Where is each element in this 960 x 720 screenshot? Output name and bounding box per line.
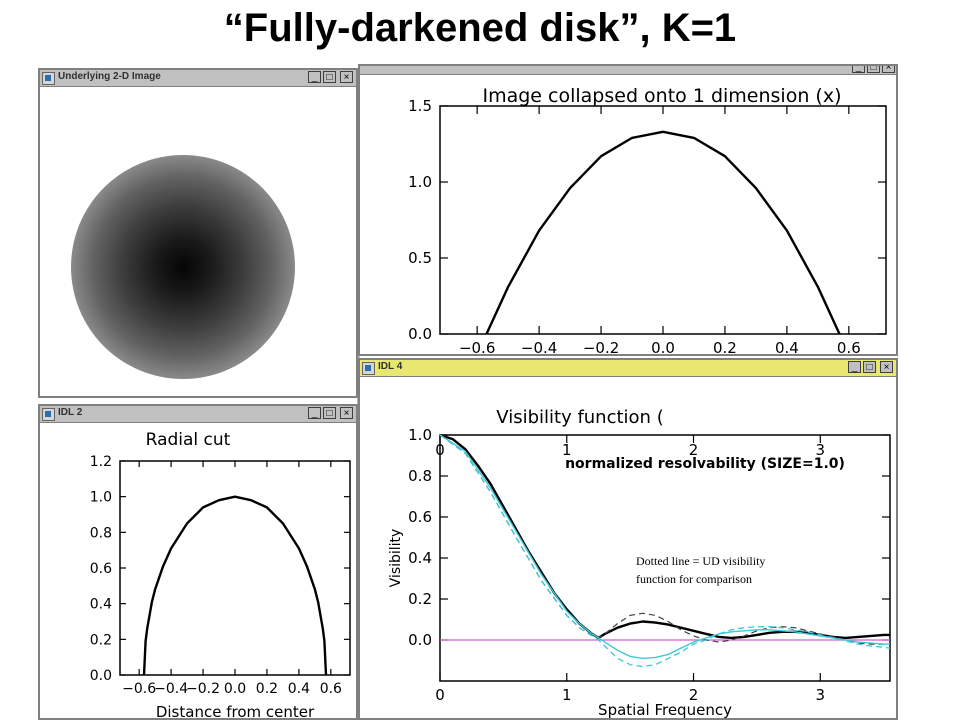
annotation-line-1: Dotted line = UD visibility <box>636 554 766 568</box>
x-axis-label: Spatial Frequency <box>598 701 732 719</box>
y-tick-label: 0.0 <box>408 325 432 343</box>
minimize-button[interactable]: _ <box>308 71 321 83</box>
collapsed-profile-chart: Image collapsed onto 1 dimension (x) −0.6… <box>408 85 887 354</box>
window-underlying-image[interactable]: Underlying 2-D Image _ □ × <box>38 68 358 398</box>
x-tick-label: −0.2 <box>186 681 220 697</box>
y-tick-label: 1.0 <box>90 490 112 506</box>
minimize-button[interactable]: _ <box>308 407 321 419</box>
y-tick-label: 0.0 <box>90 668 112 684</box>
y-tick-label: 0.6 <box>90 561 112 577</box>
minimize-button[interactable]: _ <box>852 66 865 73</box>
close-button[interactable]: × <box>882 66 895 73</box>
window-collapsed-profile[interactable]: _ □ × Image collapsed onto 1 dimension (… <box>358 64 898 356</box>
x-tick-label: 0.6 <box>837 339 861 354</box>
annotation-line-2: function for comparison <box>636 572 752 586</box>
x-tick-label: 3 <box>816 686 826 704</box>
x-tick-label: 2 <box>689 686 699 704</box>
maximize-button[interactable]: □ <box>323 407 336 419</box>
x-tick-label: −0.2 <box>583 339 619 354</box>
y-tick-label: 0.0 <box>408 631 432 649</box>
chart-title: Image collapsed onto 1 dimension (x) <box>482 85 841 107</box>
titlebar[interactable]: _ □ × <box>360 66 896 75</box>
x-tick-label: 0.4 <box>775 339 799 354</box>
y-tick-label: 0.4 <box>90 597 112 613</box>
chart-subtitle: normalized resolvability (SIZE=1.0) <box>565 456 845 472</box>
idl-app-icon <box>42 408 55 421</box>
close-button[interactable]: × <box>340 407 353 419</box>
y-tick-label: 0.8 <box>90 525 112 541</box>
y-tick-label: 0.4 <box>408 549 432 567</box>
y-tick-label: 1.0 <box>408 426 432 444</box>
maximize-button[interactable]: □ <box>863 361 876 373</box>
window-title: IDL 2 <box>58 407 83 418</box>
darkened-disk <box>71 155 295 379</box>
slide-title: “Fully-darkened disk”, K=1 <box>223 6 737 50</box>
plot-frame <box>439 105 887 335</box>
x-tick-label: 0.4 <box>288 681 310 697</box>
x-tick-label: 1 <box>562 686 572 704</box>
plot-frame <box>119 460 351 676</box>
annotation: Dotted line = UD visibility function for… <box>636 552 826 588</box>
titlebar[interactable]: IDL 2 _ □ × <box>40 406 356 423</box>
visibility-chart: Visibility function ( normalized resolvab… <box>388 407 891 719</box>
window-idl-4[interactable]: IDL 4 _ □ × Visibility function ( normali… <box>358 358 898 720</box>
chart-title: Radial cut <box>146 430 231 450</box>
x-tick-label: −0.6 <box>459 339 495 354</box>
close-button[interactable]: × <box>340 71 353 83</box>
idl-app-icon <box>362 362 375 375</box>
x-tick-label: 0.0 <box>224 681 246 697</box>
y-tick-label: 1.5 <box>408 97 432 115</box>
window-title: Underlying 2-D Image <box>58 71 161 82</box>
x-tick-label: 0.0 <box>651 339 675 354</box>
close-button[interactable]: × <box>880 361 893 373</box>
x-tick-label-top: 3 <box>816 441 826 459</box>
x-tick-label-top: 1 <box>562 441 572 459</box>
window-title: IDL 4 <box>378 361 403 372</box>
y-axis-label: Visibility <box>388 529 404 588</box>
x-tick-label: 0.6 <box>320 681 342 697</box>
series-line-s0 <box>485 130 841 335</box>
y-tick-label: 0.2 <box>90 632 112 648</box>
maximize-button[interactable]: □ <box>323 71 336 83</box>
y-tick-label: 0.5 <box>408 249 432 267</box>
series-line-dashed-cyan <box>439 434 891 668</box>
maximize-button[interactable]: □ <box>867 66 880 73</box>
x-tick-label-top: 0 <box>435 441 445 459</box>
series-line-s0 <box>142 495 328 676</box>
titlebar[interactable]: Underlying 2-D Image _ □ × <box>40 70 356 87</box>
window-idl-2[interactable]: IDL 2 _ □ × Radial cut −0.6 −0.4 −0.2 0.0 0.2… <box>38 404 358 720</box>
x-tick-label: 0.2 <box>256 681 278 697</box>
x-tick-label: −0.4 <box>521 339 557 354</box>
disk-image <box>71 155 295 379</box>
titlebar[interactable]: IDL 4 _ □ × <box>360 360 896 377</box>
y-tick-label: 0.8 <box>408 467 432 485</box>
x-tick-label: 0 <box>435 686 445 704</box>
y-tick-label: 1.2 <box>90 454 112 470</box>
chart-title: Visibility function ( <box>496 407 663 428</box>
x-tick-label-top: 2 <box>689 441 699 459</box>
y-tick-label: 1.0 <box>408 173 432 191</box>
y-tick-label: 0.6 <box>408 508 432 526</box>
x-axis-label: Distance from center <box>156 703 315 719</box>
minimize-button[interactable]: _ <box>848 361 861 373</box>
radial-cut-chart: Radial cut−0.6−0.4−0.2 0.0 0.2 0.4 0.60.00.2… <box>90 430 351 719</box>
idl-app-icon <box>42 72 55 85</box>
y-tick-label: 0.2 <box>408 590 432 608</box>
x-tick-label: 0.2 <box>713 339 737 354</box>
x-tick-label: −0.4 <box>154 681 188 697</box>
x-tick-label: −0.6 <box>122 681 156 697</box>
